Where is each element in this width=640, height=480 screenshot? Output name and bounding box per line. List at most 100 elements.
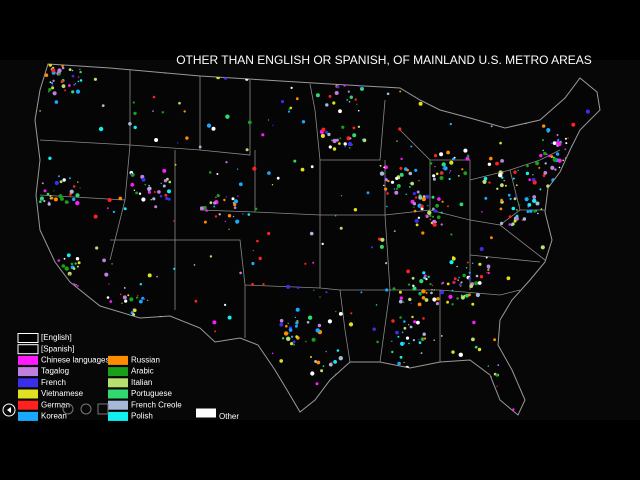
legend-swatch	[108, 355, 128, 365]
legend-swatch	[18, 378, 38, 388]
metro-dot	[156, 275, 159, 278]
metro-dot	[394, 190, 399, 195]
metro-dot	[327, 132, 331, 137]
metro-dot	[338, 356, 343, 361]
metro-dot	[528, 195, 530, 197]
metro-dot	[108, 283, 110, 285]
metro-dot	[325, 103, 329, 107]
metro-dot	[532, 174, 534, 176]
metro-dot	[267, 231, 271, 236]
metro-dot	[51, 68, 56, 73]
metro-dot	[562, 159, 565, 162]
metro-dot	[405, 336, 410, 340]
metro-dot	[119, 293, 122, 296]
metro-dot	[379, 164, 382, 167]
metro-dot	[398, 290, 402, 294]
fit-button[interactable]	[97, 403, 109, 415]
metro-dot	[503, 179, 506, 182]
metro-dot	[54, 180, 59, 186]
metro-dot	[111, 263, 113, 265]
metro-dot	[258, 256, 262, 261]
metro-dot	[242, 213, 244, 215]
metro-dot	[460, 281, 463, 284]
metro-dot	[147, 273, 152, 278]
metro-dot	[558, 166, 561, 169]
metro-dot	[147, 190, 151, 194]
metro-dot	[133, 189, 136, 191]
metro-dot	[516, 209, 518, 211]
metro-dot	[122, 295, 127, 300]
metro-dot	[431, 289, 433, 291]
metro-dot	[515, 216, 519, 221]
metro-dot	[332, 147, 337, 151]
metro-dot	[290, 335, 294, 338]
metro-dot	[340, 195, 343, 197]
metro-dot	[463, 171, 468, 176]
back-button[interactable]	[2, 403, 16, 417]
metro-dot	[451, 303, 454, 306]
metro-dot	[49, 81, 52, 84]
metro-dot	[279, 318, 284, 323]
metro-dot	[352, 133, 357, 138]
metro-dot	[53, 190, 55, 192]
metro-dot	[500, 221, 504, 225]
metro-dot	[224, 220, 227, 223]
metro-dot	[452, 157, 455, 161]
metro-dot	[529, 209, 533, 213]
metro-dot	[571, 122, 576, 127]
metro-dot	[143, 298, 146, 301]
metro-dot	[496, 364, 499, 366]
metro-dot	[50, 196, 54, 200]
metro-dot	[512, 408, 515, 411]
metro-dot	[319, 296, 321, 298]
metro-dot	[487, 162, 492, 166]
metro-dot	[499, 207, 503, 211]
legend-label: [Spanish]	[41, 344, 74, 353]
metro-dot	[147, 299, 149, 302]
metro-dot	[515, 184, 518, 187]
metro-dot	[468, 271, 471, 274]
metro-dot	[61, 264, 66, 268]
metro-dot	[43, 189, 47, 193]
metro-dot	[433, 289, 435, 291]
metro-dot	[285, 324, 288, 328]
metro-dot	[213, 201, 217, 205]
metro-dot	[341, 125, 345, 129]
metro-dot	[412, 202, 417, 206]
legend-swatch	[108, 378, 128, 388]
metro-dot	[52, 79, 55, 83]
metro-dot	[162, 184, 166, 188]
metro-dot	[467, 293, 471, 297]
metro-dot	[429, 214, 432, 217]
metro-dot	[465, 293, 469, 298]
metro-dot	[418, 341, 422, 344]
metro-dot	[102, 258, 106, 263]
metro-dot	[328, 94, 332, 98]
metro-dot	[408, 342, 410, 345]
metro-dot	[307, 315, 313, 320]
metro-dot	[433, 339, 436, 342]
zoom-in-button[interactable]	[80, 403, 92, 415]
metro-dot	[413, 320, 417, 324]
metro-dot	[133, 111, 137, 116]
metro-dot	[542, 149, 544, 152]
metro-dot	[261, 133, 265, 137]
metro-dot	[245, 148, 249, 152]
metro-dot	[135, 191, 139, 195]
metro-dot	[408, 297, 412, 302]
metro-dot	[43, 199, 46, 203]
metro-dot	[494, 172, 496, 174]
metro-dot	[486, 272, 488, 274]
metro-dot	[67, 271, 72, 276]
metro-dot	[440, 211, 443, 214]
zoom-out-button[interactable]	[62, 403, 74, 415]
metro-dot	[75, 257, 80, 261]
metro-dot	[481, 211, 483, 213]
metro-dot	[420, 352, 423, 355]
metro-dot	[466, 155, 470, 158]
metro-dot	[451, 350, 455, 354]
metro-dot	[511, 222, 515, 226]
metro-dot	[144, 183, 147, 186]
metro-dot	[501, 176, 504, 179]
metro-dot	[392, 287, 396, 291]
